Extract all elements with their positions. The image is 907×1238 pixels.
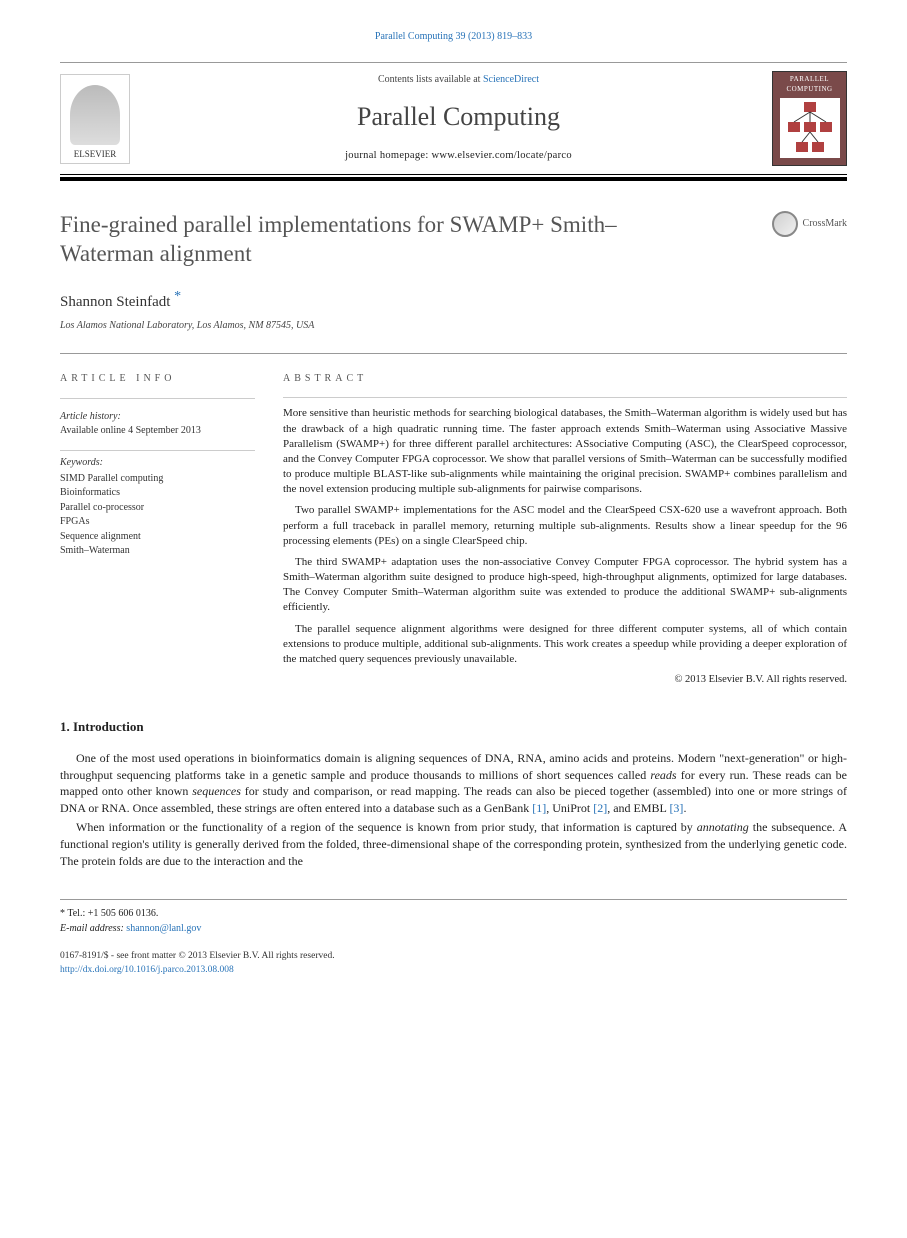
section-1-heading: 1. Introduction: [60, 718, 847, 736]
homepage-prefix: journal homepage:: [345, 150, 431, 161]
journal-header: ELSEVIER Contents lists available at Sci…: [60, 62, 847, 175]
journal-cover-thumbnail: PARALLEL COMPUTING: [772, 71, 847, 166]
crossmark-icon: [772, 211, 798, 237]
corresponding-author-note: * Tel.: +1 505 606 0136.: [60, 906, 847, 921]
crossmark-label: CrossMark: [803, 217, 847, 231]
issn-line: 0167-8191/$ - see front matter © 2013 El…: [60, 950, 847, 963]
elsevier-label: ELSEVIER: [74, 148, 117, 161]
citation-header: Parallel Computing 39 (2013) 819–833: [60, 30, 847, 44]
keywords-label: Keywords:: [60, 456, 255, 470]
cover-diagram-icon: [780, 98, 840, 158]
info-abstract-row: article info Article history: Available …: [60, 353, 847, 688]
p1-text: , and EMBL: [607, 801, 669, 815]
p1-em-reads: reads: [650, 768, 676, 782]
footnotes: * Tel.: +1 505 606 0136. E-mail address:…: [60, 899, 847, 936]
keyword: SIMD Parallel computing: [60, 472, 255, 487]
homepage-url[interactable]: www.elsevier.com/locate/parco: [432, 150, 572, 161]
keyword: FPGAs: [60, 515, 255, 530]
intro-p2: When information or the functionality of…: [60, 819, 847, 869]
abstract-p3: The third SWAMP+ adaptation uses the non…: [283, 555, 847, 616]
email-link[interactable]: shannon@lanl.gov: [126, 923, 201, 934]
ref-link-3[interactable]: [3]: [669, 801, 683, 815]
doi-link[interactable]: http://dx.doi.org/10.1016/j.parco.2013.0…: [60, 964, 847, 977]
history-date: Available online 4 September 2013: [60, 424, 255, 438]
author-marker[interactable]: *: [174, 289, 181, 304]
abstract-copyright: © 2013 Elsevier B.V. All rights reserved…: [283, 673, 847, 687]
article-title: Fine-grained parallel implementations fo…: [60, 211, 640, 269]
p1-text: , UniProt: [546, 801, 593, 815]
contents-prefix: Contents lists available at: [378, 74, 483, 85]
keyword: Sequence alignment: [60, 530, 255, 545]
title-row: Fine-grained parallel implementations fo…: [60, 211, 847, 269]
abstract-p1: More sensitive than heuristic methods fo…: [283, 406, 847, 497]
journal-name: Parallel Computing: [145, 99, 772, 135]
bottom-meta: 0167-8191/$ - see front matter © 2013 El…: [60, 950, 847, 977]
abstract-p2: Two parallel SWAMP+ implementations for …: [283, 503, 847, 549]
abstract-divider: [283, 397, 847, 398]
article-history: Article history: Available online 4 Sept…: [60, 398, 255, 438]
keyword: Bioinformatics: [60, 486, 255, 501]
abstract-heading: abstract: [283, 372, 847, 386]
keyword: Smith–Waterman: [60, 544, 255, 559]
email-label: E-mail address:: [60, 923, 126, 934]
intro-p1: One of the most used operations in bioin…: [60, 750, 847, 817]
p1-em-sequences: sequences: [192, 784, 241, 798]
history-label: Article history:: [60, 410, 255, 424]
sciencedirect-link[interactable]: ScienceDirect: [483, 74, 539, 85]
journal-homepage: journal homepage: www.elsevier.com/locat…: [145, 149, 772, 164]
header-rule: [60, 177, 847, 181]
abstract-p4: The parallel sequence alignment algorith…: [283, 622, 847, 668]
ref-link-1[interactable]: [1]: [532, 801, 546, 815]
article-info-heading: article info: [60, 372, 255, 386]
ref-link-2[interactable]: [2]: [593, 801, 607, 815]
elsevier-tree-icon: [70, 85, 120, 145]
elsevier-logo: ELSEVIER: [60, 74, 130, 164]
article-info-block: article info Article history: Available …: [60, 372, 255, 688]
p1-text: .: [683, 801, 686, 815]
email-line: E-mail address: shannon@lanl.gov: [60, 921, 847, 936]
affiliation: Los Alamos National Laboratory, Los Alam…: [60, 319, 847, 333]
p2-text: When information or the functionality of…: [76, 820, 697, 834]
author-name: Shannon Steinfadt: [60, 294, 170, 310]
header-center: Contents lists available at ScienceDirec…: [145, 63, 772, 174]
author-line: Shannon Steinfadt *: [60, 287, 847, 313]
keywords-block: Keywords: SIMD Parallel computing Bioinf…: [60, 450, 255, 559]
cover-title: PARALLEL COMPUTING: [776, 75, 843, 95]
section-1-body: One of the most used operations in bioin…: [60, 750, 847, 870]
keyword: Parallel co-processor: [60, 501, 255, 516]
p2-em-annotating: annotating: [697, 820, 749, 834]
contents-line: Contents lists available at ScienceDirec…: [145, 73, 772, 87]
abstract-block: abstract More sensitive than heuristic m…: [283, 372, 847, 688]
crossmark-badge[interactable]: CrossMark: [772, 211, 847, 237]
